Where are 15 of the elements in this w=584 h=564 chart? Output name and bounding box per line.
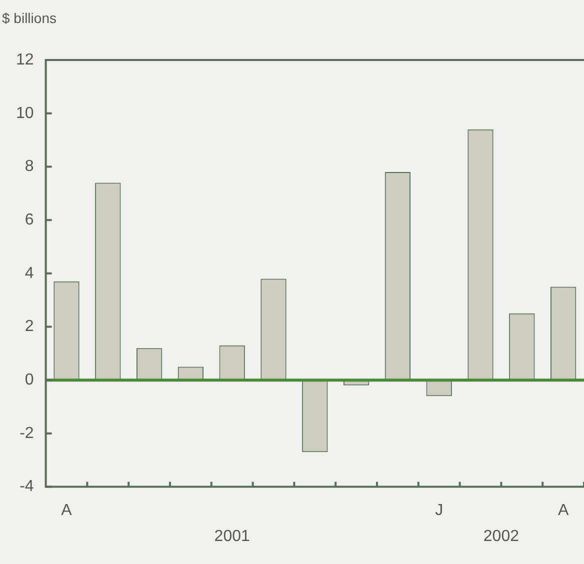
y-tick-label: 10 xyxy=(16,104,34,122)
y-tick-label: 12 xyxy=(16,51,34,68)
y-tick-label: 0 xyxy=(24,372,34,389)
x-tick-label: J xyxy=(435,502,444,519)
y-tick-label: -2 xyxy=(20,424,34,442)
y-tick-label: 6 xyxy=(24,211,34,228)
y-tick-label: 8 xyxy=(24,158,34,176)
y-tick-label: -4 xyxy=(20,478,34,496)
x-tick-label: A xyxy=(558,502,569,519)
y-tick-label: 4 xyxy=(24,264,34,282)
text: 2002 xyxy=(483,528,520,546)
text: 2001 xyxy=(214,528,250,546)
y-tick-label: 2 xyxy=(24,318,34,336)
y-axis-title: $ billions xyxy=(2,10,56,26)
x-tick-label: A xyxy=(61,502,72,519)
